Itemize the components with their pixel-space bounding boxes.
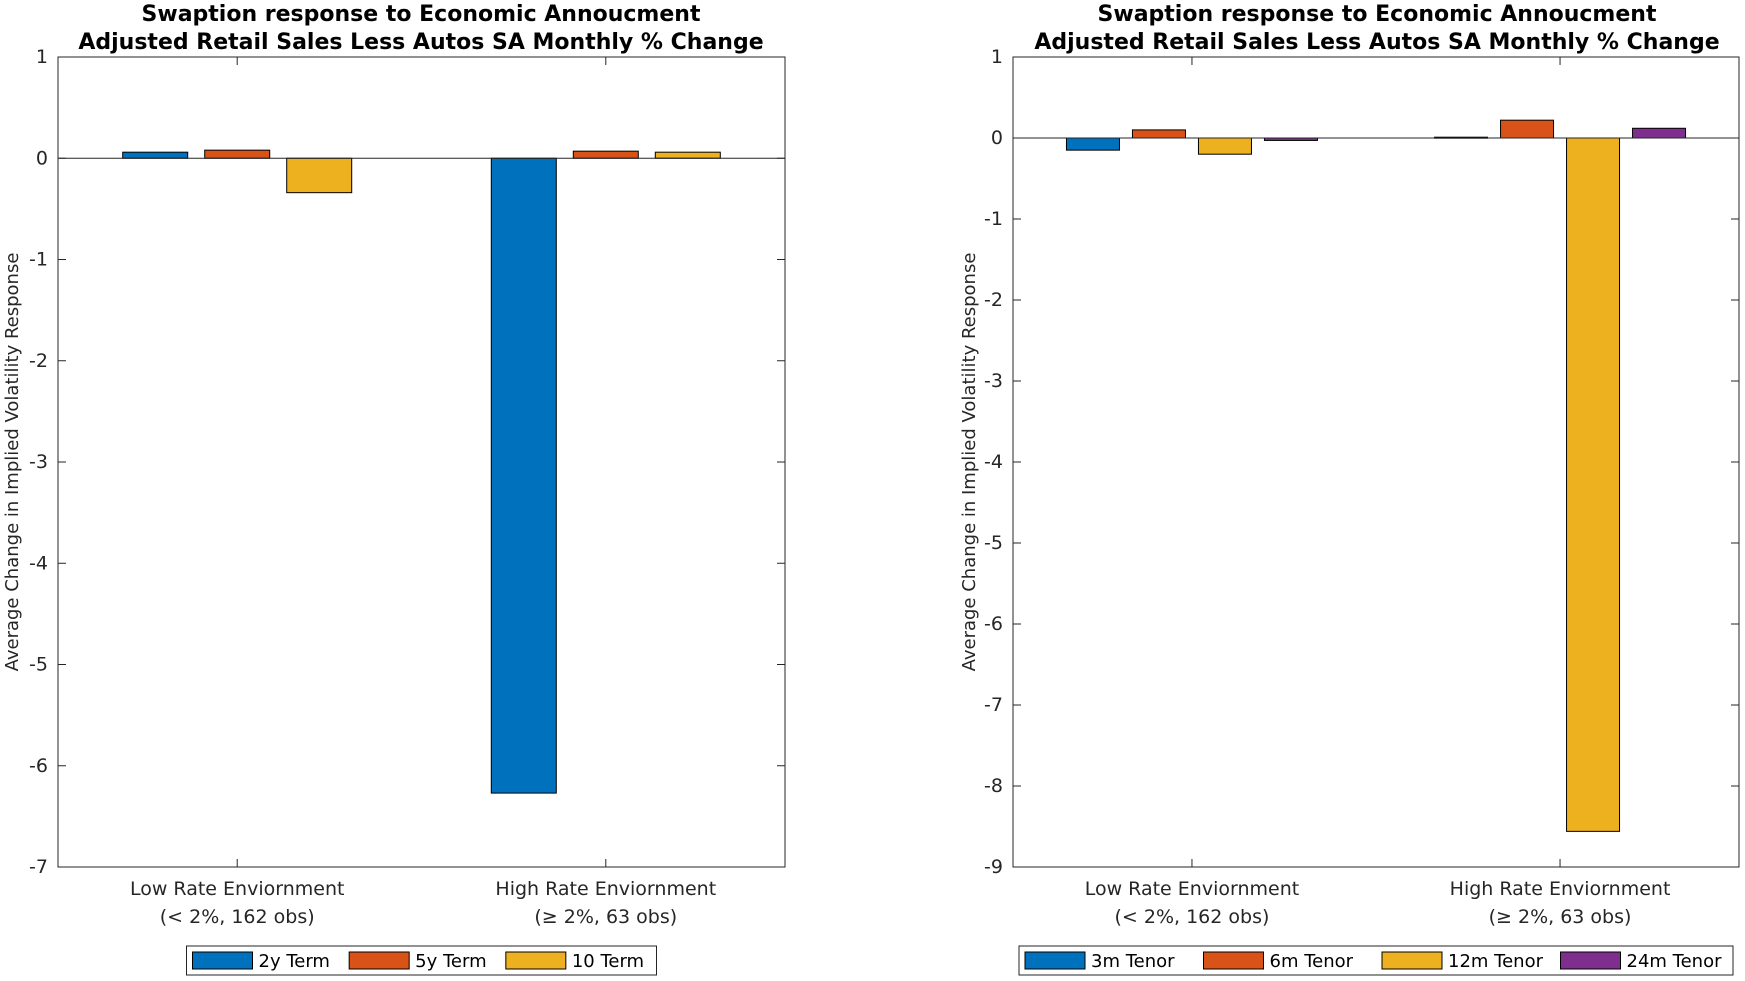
y-tick-label: -4 [29,552,48,574]
y-tick-label: -1 [984,208,1003,230]
plot-area [57,56,786,868]
y-tick-label: 0 [991,127,1003,149]
y-tick-label: 1 [36,46,48,68]
bar [286,157,353,194]
legend: 3m Tenor 6m Tenor 12m Tenor 24m Tenor [1018,945,1734,976]
y-tick-label: -9 [984,856,1003,878]
legend-swatch [1381,951,1443,970]
plot-area [1012,56,1740,868]
y-tick-label: -6 [984,613,1003,635]
legend-label: 3m Tenor [1091,951,1175,972]
y-tick-label: -4 [984,451,1003,473]
bar [122,151,189,159]
y-tick-label: -5 [984,532,1003,554]
bar [490,157,557,794]
y-axis-label: Average Change in Implied Volatility Res… [959,253,980,672]
y-tick-label: 1 [991,46,1003,68]
x-tick-label: High Rate Enviornment [495,878,716,900]
legend-label: 24m Tenor [1627,951,1723,972]
legend-swatch [1560,951,1621,970]
y-tick-label: -3 [29,451,48,473]
legend-swatch [192,951,253,970]
legend-label: 6m Tenor [1270,951,1354,972]
y-tick-label: -3 [984,370,1003,392]
y-axis-label: Average Change in Implied Volatility Res… [2,253,23,672]
y-tick-label: -5 [29,654,48,676]
legend-box [186,945,657,976]
y-tick-label: -1 [29,249,48,271]
x-tick-label: (< 2%, 162 obs) [1115,906,1270,928]
bar [1131,129,1186,139]
y-tick-label: 0 [36,147,48,169]
bar [1065,137,1120,151]
y-tick-label: -2 [984,289,1003,311]
y-tick-label: -7 [984,694,1003,716]
bar [654,151,721,159]
legend-label: 10 Term [572,951,644,972]
bar [572,150,639,159]
y-tick-label: -2 [29,350,48,372]
x-tick-label: (< 2%, 162 obs) [160,906,315,928]
bar [1566,137,1621,832]
x-tick-label: Low Rate Enviornment [1085,878,1299,900]
y-tick-label: -6 [29,755,48,777]
legend-swatch [505,951,567,970]
chart-title-line-1: Swaption response to Economic Annoucment [1098,2,1657,27]
x-tick-label: (≥ 2%, 63 obs) [534,906,677,928]
bar [1500,119,1555,139]
y-tick-label: -8 [984,775,1003,797]
bar [1632,127,1687,139]
chart-title-line-2: Adjusted Retail Sales Less Autos SA Mont… [78,30,763,55]
legend-label: 12m Tenor [1448,951,1544,972]
chart-panel-1: Swaption response to Economic Annoucment… [2,2,786,976]
legend-swatch [348,951,410,970]
x-tick-label: (≥ 2%, 63 obs) [1489,906,1632,928]
legend-label: 2y Term [259,951,330,972]
legend-label: 5y Term [415,951,486,972]
y-tick-label: -7 [29,856,48,878]
legend-swatch [1024,951,1086,970]
bar [204,149,271,159]
x-tick-label: Low Rate Enviornment [130,878,344,900]
chart-title-line-2: Adjusted Retail Sales Less Autos SA Mont… [1034,30,1719,55]
legend: 2y Term 5y Term 10 Term [186,945,657,976]
bar [1197,137,1252,155]
x-tick-label: High Rate Enviornment [1450,878,1671,900]
chart-title-line-1: Swaption response to Economic Annoucment [142,2,701,27]
legend-swatch [1203,951,1264,970]
chart-panel-2: Swaption response to Economic Annoucment… [959,2,1740,976]
